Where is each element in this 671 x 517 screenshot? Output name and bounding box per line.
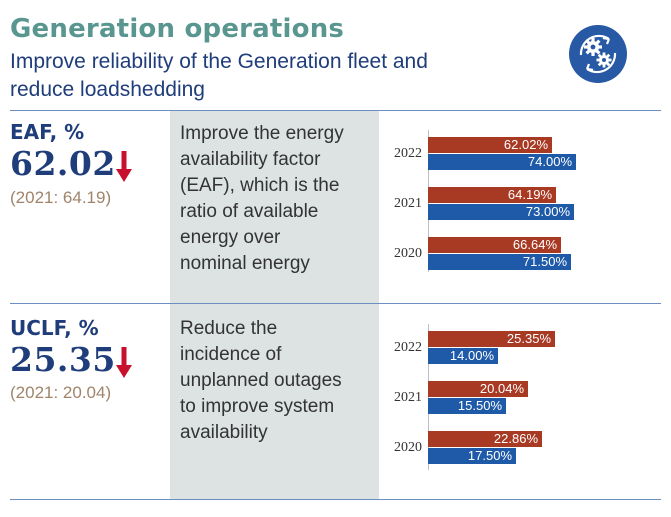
divider-bottom: [10, 499, 661, 500]
subtitle-line-1: Improve reliability of the Generation fl…: [10, 50, 428, 73]
description-line: Improve the energy: [180, 123, 344, 144]
subtitle-line-2: reduce loadshedding: [10, 78, 205, 101]
description-line: to improve system: [180, 396, 335, 417]
bar-target: 74.00%: [428, 154, 576, 170]
description-line: energy over: [180, 227, 281, 248]
year-label: 2022: [394, 146, 422, 161]
description-line: nominal energy: [180, 253, 310, 274]
description-line: incidence of: [180, 344, 282, 365]
bar-actual: 20.04%: [428, 381, 528, 397]
description-line: availability: [180, 422, 268, 443]
year-label: 2021: [394, 196, 422, 211]
description-line: availability factor: [180, 149, 321, 170]
description-line: unplanned outages: [180, 370, 342, 391]
description-line: Reduce the: [180, 318, 278, 339]
metric-value: 62.02: [10, 144, 116, 183]
bar-actual: 66.64%: [428, 237, 561, 253]
description-line: ratio of available: [180, 201, 319, 222]
bar-actual: 64.19%: [428, 187, 556, 203]
prior-year-value: (2021: 20.04): [10, 383, 112, 402]
bar-actual: 25.35%: [428, 331, 555, 347]
bar-target: 15.50%: [428, 398, 506, 414]
metric-value: 25.35: [10, 340, 116, 379]
description-panel-uclf: [170, 304, 379, 499]
description-panel-eaf: [170, 111, 379, 303]
bar-actual: 62.02%: [428, 137, 552, 153]
year-label: 2022: [394, 340, 422, 355]
year-label: 2020: [394, 246, 422, 261]
prior-year-value: (2021: 64.19): [10, 188, 112, 207]
down-arrow-icon: [116, 151, 132, 182]
bar-actual: 22.86%: [428, 431, 542, 447]
page-title: Generation operations: [10, 14, 345, 44]
chart-axis: [428, 324, 429, 470]
bar-target: 14.00%: [428, 348, 498, 364]
description-line: (EAF), which is the: [180, 175, 340, 196]
bar-target: 73.00%: [428, 204, 574, 220]
section-header: Generation operations Improve reliabilit…: [10, 12, 570, 104]
divider-middle: [10, 303, 661, 304]
year-label: 2021: [394, 390, 422, 405]
bar-target: 17.50%: [428, 448, 516, 464]
divider-top: [10, 110, 661, 111]
metric-name: EAF, %: [10, 120, 85, 144]
year-label: 2020: [394, 440, 422, 455]
metric-description: Reduce the incidence of unplanned outage…: [180, 316, 372, 446]
metric-name: UCLF, %: [10, 316, 99, 340]
gears-icon: [569, 25, 627, 83]
down-arrow-icon: [116, 347, 132, 378]
metric-description: Improve the energy availability factor (…: [180, 121, 372, 277]
bar-target: 71.50%: [428, 254, 571, 270]
